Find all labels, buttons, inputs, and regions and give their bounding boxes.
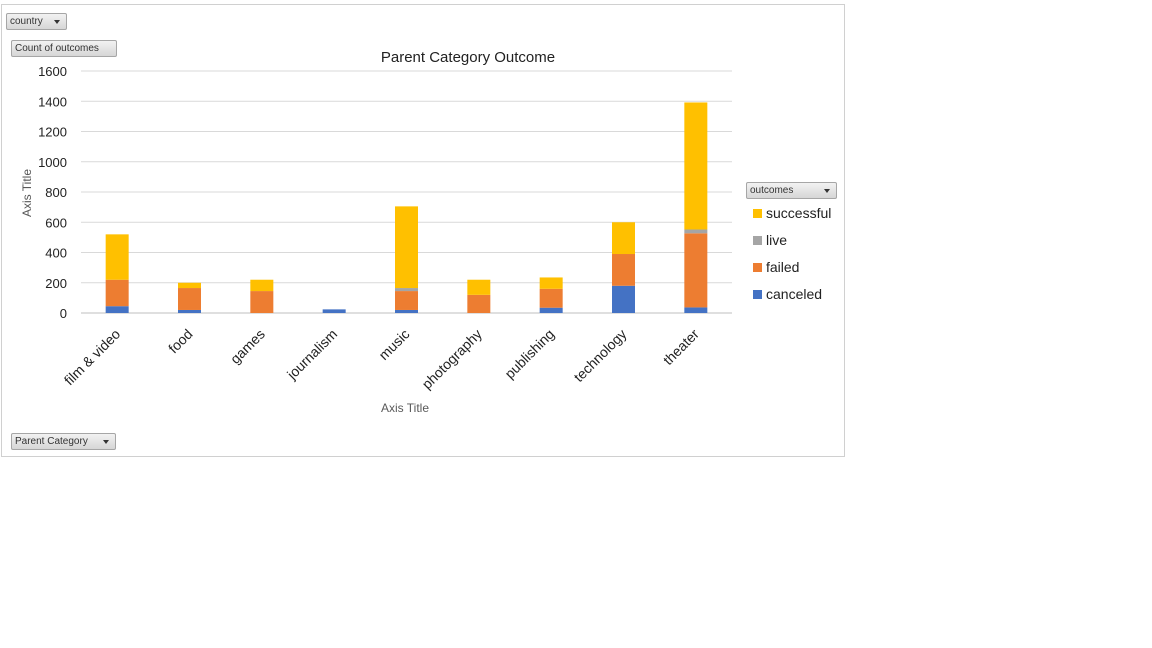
- bar-segment-canceled: [105, 306, 129, 313]
- x-tick-label: music: [375, 326, 412, 363]
- y-tick-label: 800: [45, 185, 67, 200]
- x-tick-label: publishing: [501, 326, 557, 382]
- y-tick-label: 1200: [38, 125, 67, 140]
- bar-segment-canceled: [322, 309, 346, 313]
- bar-segment-canceled: [539, 307, 563, 313]
- bar-segment-live: [684, 229, 708, 234]
- bar-segment-failed: [395, 291, 418, 310]
- legend-swatch: [753, 236, 762, 245]
- dropdown-arrow-icon: [103, 440, 109, 444]
- x-tick-label: photography: [419, 326, 485, 392]
- bar-segment-failed: [250, 291, 274, 313]
- legend-label: live: [766, 232, 788, 248]
- bar-segment-successful: [612, 222, 635, 255]
- bar-segment-successful: [250, 279, 274, 292]
- y-tick-label: 0: [60, 306, 67, 321]
- bar-segment-canceled: [395, 309, 418, 313]
- bar-segment-canceled: [612, 285, 635, 313]
- y-tick-label: 200: [45, 276, 67, 291]
- x-tick-label: film & video: [61, 326, 124, 389]
- x-tick-label: food: [165, 326, 196, 357]
- bar-segment-successful: [178, 282, 201, 289]
- legend-label: canceled: [766, 286, 823, 302]
- bar-segment-failed: [178, 288, 201, 310]
- dropdown-arrow-icon: [54, 20, 60, 24]
- y-tick-label: 400: [45, 246, 67, 261]
- parent-category-filter-label: Parent Category: [15, 436, 88, 447]
- x-axis-title: Axis Title: [381, 401, 429, 415]
- bar-segment-failed: [467, 294, 491, 313]
- bar-segment-live: [395, 288, 418, 292]
- x-tick-label: journalism: [283, 326, 340, 383]
- bar-segment-successful: [105, 234, 129, 280]
- legend-label: successful: [766, 205, 832, 221]
- x-tick-label: technology: [570, 326, 629, 385]
- values-field-label: Count of outcomes: [15, 43, 99, 54]
- bar-segment-successful: [467, 279, 491, 295]
- bar-segment-failed: [539, 288, 563, 308]
- legend-swatch: [753, 263, 762, 272]
- x-tick-label: theater: [660, 326, 702, 368]
- bar-segment-successful: [684, 102, 708, 230]
- y-axis-title: Axis Title: [20, 169, 34, 217]
- country-filter-label: country: [10, 16, 43, 27]
- bar-segment-canceled: [178, 309, 201, 313]
- y-tick-label: 1600: [38, 64, 67, 79]
- bar-segment-failed: [684, 233, 708, 308]
- bar-segment-successful: [539, 277, 563, 289]
- x-tick-label: games: [227, 326, 268, 367]
- parent-category-filter-button[interactable]: Parent Category: [11, 433, 116, 450]
- outcomes-filter-button[interactable]: outcomes: [746, 182, 837, 199]
- legend-swatch: [753, 290, 762, 299]
- y-tick-label: 1400: [38, 94, 67, 109]
- values-field-button[interactable]: Count of outcomes: [11, 40, 117, 57]
- bar-segment-failed: [105, 279, 129, 307]
- bar-segment-failed: [612, 254, 635, 286]
- y-tick-label: 600: [45, 215, 67, 230]
- legend-label: failed: [766, 259, 800, 275]
- bar-segment-canceled: [684, 307, 708, 313]
- country-filter-button[interactable]: country: [6, 13, 67, 30]
- dropdown-arrow-icon: [824, 189, 830, 193]
- y-tick-label: 1000: [38, 155, 67, 170]
- chart-title: Parent Category Outcome: [380, 49, 556, 66]
- bar-segment-successful: [395, 206, 418, 289]
- legend-swatch: [753, 209, 762, 218]
- outcomes-filter-label: outcomes: [750, 185, 794, 196]
